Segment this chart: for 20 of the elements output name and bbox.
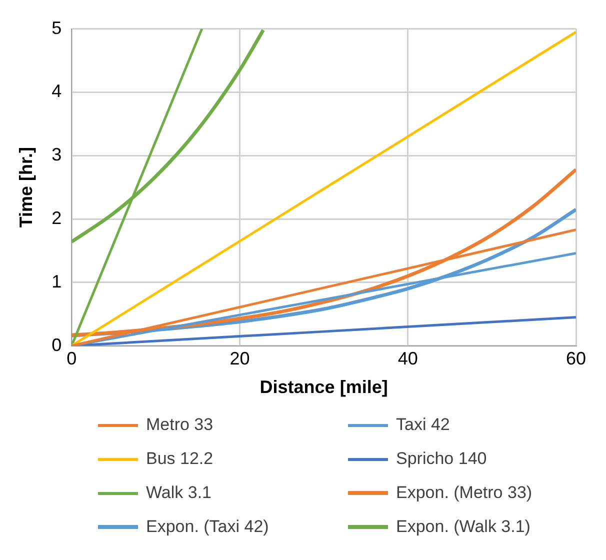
y-tick-label: 3 — [52, 144, 62, 165]
x-tick-label: 0 — [66, 348, 77, 369]
legend-label: Walk 3.1 — [146, 483, 212, 503]
legend-label: Metro 33 — [146, 415, 214, 435]
legend-label: Expon. (Taxi 42) — [146, 517, 269, 537]
legend-label: Taxi 42 — [396, 415, 450, 435]
x-axis-title: Distance [mile] — [260, 377, 388, 398]
x-tick-label: 20 — [230, 348, 250, 369]
y-axis-title: Time [hr.] — [16, 146, 36, 228]
y-tick-label: 0 — [52, 334, 62, 355]
y-tick-label: 4 — [52, 81, 62, 102]
legend-label: Spricho 140 — [396, 449, 487, 469]
legend-label: Expon. (Walk 3.1) — [396, 517, 530, 537]
legend-label: Bus 12.2 — [146, 449, 214, 469]
y-tick-label: 5 — [52, 18, 62, 38]
x-tick-label: 40 — [398, 348, 418, 369]
legend-label: Expon. (Metro 33) — [396, 483, 532, 503]
x-tick-label: 60 — [566, 348, 586, 369]
y-tick-label: 1 — [52, 271, 62, 292]
y-tick-label: 2 — [52, 208, 62, 228]
